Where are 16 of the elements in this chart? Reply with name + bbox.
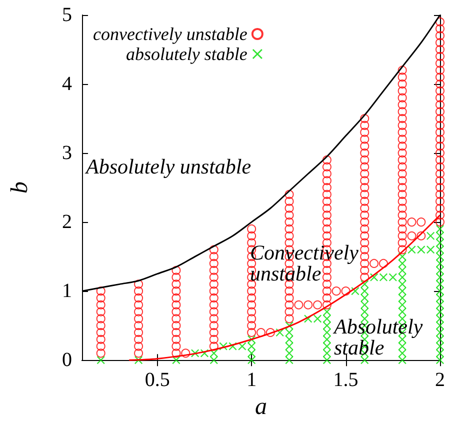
line-series	[128, 214, 441, 361]
y-tick-label: 3	[62, 142, 72, 164]
annotation: Absolutely unstable	[84, 154, 252, 178]
y-tick-label: 2	[62, 211, 72, 234]
legend-label: convectively unstable	[92, 24, 248, 44]
y-axis-title: b	[7, 182, 33, 194]
y-tick-label: 4	[62, 73, 72, 96]
legend-label: absolutely stable	[126, 44, 248, 64]
x-tick-label: 2	[435, 369, 445, 392]
y-tick-label: 5	[62, 4, 72, 26]
y-tick-label: 0	[62, 349, 72, 372]
x-tick-label: 1.5	[333, 369, 358, 392]
x-tick-label: 0.5	[144, 369, 170, 392]
y-tick-label: 1	[62, 280, 72, 302]
x-tick-label: 1	[246, 369, 257, 392]
x-axis-title: a	[255, 394, 267, 420]
